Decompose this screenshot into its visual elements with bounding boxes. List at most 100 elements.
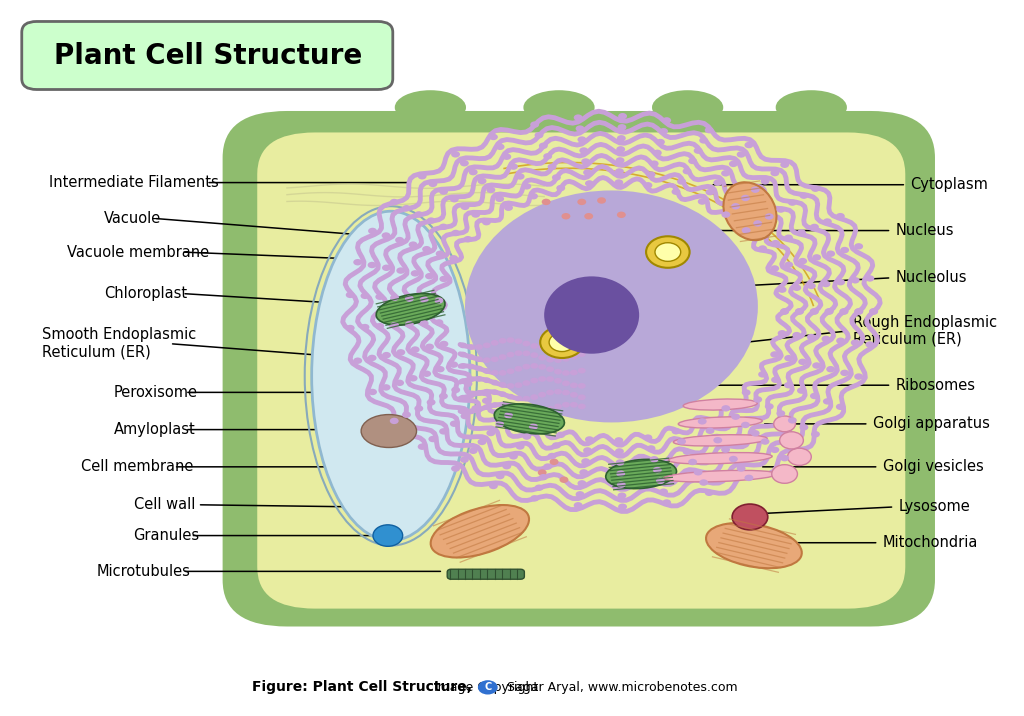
Circle shape xyxy=(409,241,418,248)
Circle shape xyxy=(784,382,793,388)
Circle shape xyxy=(402,205,411,211)
Ellipse shape xyxy=(523,90,595,125)
Circle shape xyxy=(688,158,697,164)
Circle shape xyxy=(597,198,606,204)
Circle shape xyxy=(554,389,562,395)
Circle shape xyxy=(507,337,514,343)
Circle shape xyxy=(464,380,472,387)
Ellipse shape xyxy=(465,190,758,422)
Circle shape xyxy=(483,389,490,395)
Text: Lysosome: Lysosome xyxy=(898,500,970,514)
Circle shape xyxy=(793,284,801,291)
Circle shape xyxy=(741,227,751,233)
Circle shape xyxy=(554,342,562,347)
Circle shape xyxy=(799,258,807,264)
Circle shape xyxy=(705,127,714,133)
Circle shape xyxy=(714,180,722,186)
Ellipse shape xyxy=(431,505,529,558)
Circle shape xyxy=(582,158,590,165)
Circle shape xyxy=(562,380,570,386)
Circle shape xyxy=(546,406,554,412)
Circle shape xyxy=(578,404,586,410)
Circle shape xyxy=(486,187,496,193)
Circle shape xyxy=(522,341,530,347)
Circle shape xyxy=(615,448,624,455)
Circle shape xyxy=(616,146,625,153)
Circle shape xyxy=(729,160,738,167)
Circle shape xyxy=(656,478,665,484)
Circle shape xyxy=(761,178,769,185)
Circle shape xyxy=(821,281,830,287)
Circle shape xyxy=(396,349,406,356)
Circle shape xyxy=(744,475,754,481)
Circle shape xyxy=(460,160,469,166)
Circle shape xyxy=(865,275,874,281)
Circle shape xyxy=(780,162,790,168)
Circle shape xyxy=(411,270,420,276)
Circle shape xyxy=(439,223,447,230)
Circle shape xyxy=(779,432,804,449)
Circle shape xyxy=(573,502,583,508)
Circle shape xyxy=(729,456,738,463)
Circle shape xyxy=(837,337,845,344)
Circle shape xyxy=(396,267,406,274)
Circle shape xyxy=(522,183,531,190)
Text: Golgi apparatus: Golgi apparatus xyxy=(872,417,989,431)
Circle shape xyxy=(800,424,808,430)
Circle shape xyxy=(548,164,556,170)
Circle shape xyxy=(777,286,786,293)
Text: Cell wall: Cell wall xyxy=(133,498,195,512)
Circle shape xyxy=(643,182,652,188)
Circle shape xyxy=(539,392,546,397)
Circle shape xyxy=(522,433,531,440)
Circle shape xyxy=(699,479,709,485)
Circle shape xyxy=(530,363,539,369)
Circle shape xyxy=(800,193,808,199)
Circle shape xyxy=(741,390,751,396)
Circle shape xyxy=(736,151,745,158)
Text: Ribosomes: Ribosomes xyxy=(895,378,976,392)
Circle shape xyxy=(672,188,681,195)
Circle shape xyxy=(469,448,477,454)
Circle shape xyxy=(854,373,863,379)
Circle shape xyxy=(450,420,459,427)
Circle shape xyxy=(765,403,774,410)
Ellipse shape xyxy=(495,404,564,434)
Ellipse shape xyxy=(664,470,777,482)
Circle shape xyxy=(439,428,449,435)
Circle shape xyxy=(556,185,565,191)
Circle shape xyxy=(499,370,507,376)
Circle shape xyxy=(618,113,627,120)
Circle shape xyxy=(368,262,377,268)
Circle shape xyxy=(841,369,849,376)
Circle shape xyxy=(721,211,730,218)
Circle shape xyxy=(812,362,821,369)
Circle shape xyxy=(706,427,715,434)
Circle shape xyxy=(582,458,590,465)
Circle shape xyxy=(530,343,539,349)
Circle shape xyxy=(467,354,475,360)
Circle shape xyxy=(539,474,548,480)
Circle shape xyxy=(683,448,691,455)
Circle shape xyxy=(744,142,754,148)
Circle shape xyxy=(821,336,830,342)
Ellipse shape xyxy=(606,460,677,488)
Circle shape xyxy=(615,168,624,175)
Circle shape xyxy=(353,357,362,364)
Circle shape xyxy=(793,332,801,339)
Circle shape xyxy=(346,291,354,298)
Circle shape xyxy=(570,382,578,388)
Ellipse shape xyxy=(674,435,767,446)
Text: Amyloplast: Amyloplast xyxy=(114,422,196,437)
Circle shape xyxy=(770,170,779,176)
Circle shape xyxy=(535,132,544,138)
Circle shape xyxy=(538,470,547,476)
Circle shape xyxy=(461,203,469,210)
Circle shape xyxy=(706,189,715,195)
Circle shape xyxy=(490,390,499,395)
Circle shape xyxy=(544,463,552,470)
Circle shape xyxy=(688,459,697,465)
Circle shape xyxy=(836,213,845,219)
Circle shape xyxy=(824,309,834,315)
Circle shape xyxy=(655,243,681,261)
